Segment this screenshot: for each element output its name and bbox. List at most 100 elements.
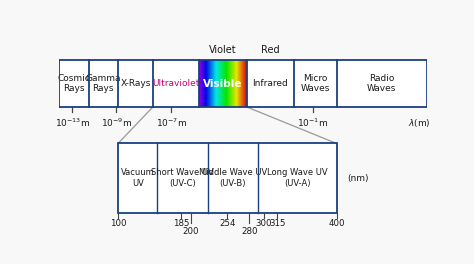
Bar xyxy=(240,60,241,107)
Bar xyxy=(219,60,220,107)
Bar xyxy=(210,60,211,107)
Bar xyxy=(215,60,216,107)
Bar xyxy=(207,60,208,107)
Bar xyxy=(235,60,236,107)
Text: 185: 185 xyxy=(173,219,189,228)
Bar xyxy=(59,60,427,107)
Text: Long Wave UV
(UV-A): Long Wave UV (UV-A) xyxy=(267,168,328,188)
Bar xyxy=(201,60,202,107)
Bar xyxy=(238,60,239,107)
Bar xyxy=(225,60,226,107)
Bar xyxy=(199,60,200,107)
Bar xyxy=(208,60,209,107)
Bar xyxy=(224,60,225,107)
Bar xyxy=(227,60,228,107)
Bar xyxy=(223,60,224,107)
Bar xyxy=(241,60,242,107)
Bar xyxy=(236,60,237,107)
Bar xyxy=(233,60,234,107)
Bar xyxy=(239,60,240,107)
Bar xyxy=(221,60,222,107)
Text: Short Wave UV
(UV-C): Short Wave UV (UV-C) xyxy=(151,168,214,188)
Text: (nm): (nm) xyxy=(347,173,369,182)
Bar xyxy=(211,60,212,107)
Bar xyxy=(215,60,216,107)
Bar xyxy=(230,60,231,107)
Bar xyxy=(236,60,237,107)
Bar xyxy=(231,60,232,107)
Bar xyxy=(228,60,229,107)
Bar xyxy=(203,60,204,107)
Bar xyxy=(237,60,238,107)
Text: Violet: Violet xyxy=(209,45,237,55)
Bar xyxy=(224,60,225,107)
Bar xyxy=(243,60,244,107)
Bar xyxy=(242,60,243,107)
Text: 200: 200 xyxy=(182,227,199,236)
Bar xyxy=(222,60,223,107)
Bar xyxy=(240,60,241,107)
Bar xyxy=(232,60,233,107)
Bar xyxy=(220,60,221,107)
Bar xyxy=(232,60,233,107)
Bar xyxy=(202,60,203,107)
Bar xyxy=(203,60,204,107)
Bar xyxy=(233,60,234,107)
Text: 10$^{-13}$m: 10$^{-13}$m xyxy=(55,117,90,129)
Bar xyxy=(209,60,210,107)
Bar xyxy=(212,60,213,107)
Bar xyxy=(207,60,208,107)
Bar xyxy=(211,60,212,107)
Bar xyxy=(240,60,241,107)
Bar xyxy=(217,60,218,107)
Bar xyxy=(207,60,208,107)
Bar xyxy=(214,60,215,107)
Bar xyxy=(244,60,245,107)
Bar xyxy=(245,60,246,107)
Bar xyxy=(206,60,207,107)
Bar xyxy=(222,60,223,107)
Bar xyxy=(223,60,224,107)
Bar xyxy=(244,60,245,107)
Bar xyxy=(242,60,243,107)
Bar xyxy=(220,60,221,107)
Text: 300: 300 xyxy=(255,219,272,228)
Bar xyxy=(209,60,210,107)
Bar xyxy=(204,60,205,107)
Bar xyxy=(200,60,201,107)
Bar xyxy=(216,60,217,107)
Bar xyxy=(203,60,204,107)
Bar xyxy=(208,60,209,107)
Bar xyxy=(213,60,214,107)
Text: Gamma
Rays: Gamma Rays xyxy=(86,74,121,93)
Bar xyxy=(231,60,232,107)
Bar xyxy=(201,60,202,107)
Bar xyxy=(240,60,241,107)
Bar xyxy=(218,60,219,107)
Bar xyxy=(221,60,222,107)
Bar xyxy=(242,60,243,107)
Bar xyxy=(212,60,213,107)
Bar xyxy=(244,60,245,107)
Bar xyxy=(236,60,237,107)
Bar xyxy=(227,60,228,107)
Bar xyxy=(216,60,217,107)
Bar xyxy=(234,60,235,107)
Bar xyxy=(235,60,236,107)
Text: Micro
Waves: Micro Waves xyxy=(301,74,330,93)
Text: 10$^{-9}$m: 10$^{-9}$m xyxy=(100,117,132,129)
Bar xyxy=(221,60,222,107)
Text: $\lambda$(m): $\lambda$(m) xyxy=(408,117,430,129)
Bar xyxy=(218,60,219,107)
Bar xyxy=(226,60,227,107)
Bar xyxy=(224,60,225,107)
Text: 10$^{-7}$m: 10$^{-7}$m xyxy=(156,117,187,129)
Bar xyxy=(218,60,219,107)
Bar xyxy=(239,60,240,107)
Bar xyxy=(229,60,230,107)
Bar xyxy=(229,60,230,107)
Bar xyxy=(223,60,224,107)
Bar xyxy=(246,60,247,107)
Bar xyxy=(229,60,230,107)
Bar xyxy=(200,60,201,107)
